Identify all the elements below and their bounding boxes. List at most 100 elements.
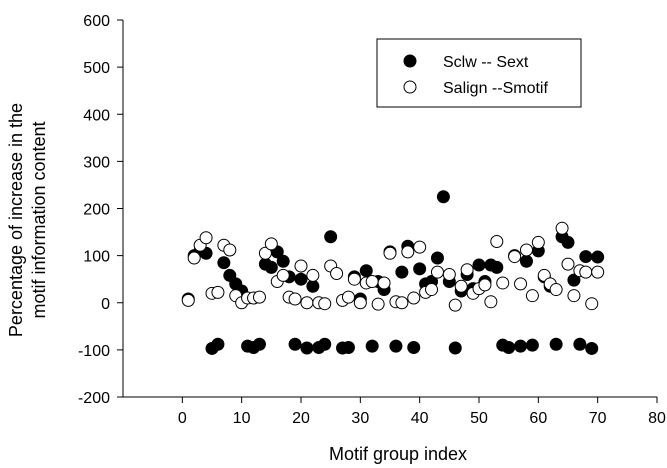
data-point-filled	[288, 337, 302, 351]
x-tick-label: 0	[178, 410, 187, 427]
data-point-filled	[525, 338, 539, 352]
y-tick-label: 400	[83, 107, 110, 124]
data-point-filled	[514, 339, 528, 353]
data-point-open	[591, 265, 605, 279]
y-tick-label: 300	[83, 154, 110, 171]
data-point-open	[365, 275, 379, 289]
x-tick-label: 50	[470, 410, 488, 427]
data-point-open	[401, 245, 415, 259]
axis-ticks: 0 10 20 30 40 50 60 70 80 -200 -100 0 100 200 300 400 50…	[78, 13, 666, 427]
data-point-filled	[430, 251, 444, 265]
data-point-filled	[217, 256, 231, 270]
data-point-open	[407, 291, 421, 305]
y-tick-label: 600	[83, 13, 110, 30]
x-tick-label: 30	[351, 410, 369, 427]
data-point-open	[377, 276, 391, 290]
data-point-open	[519, 243, 533, 257]
legend: Sclw -- Sext Salign --Smotif	[376, 38, 582, 108]
data-point-open	[454, 279, 468, 293]
data-point-open	[579, 265, 593, 279]
data-point-filled	[300, 341, 314, 355]
data-point-filled	[413, 262, 427, 276]
legend-box	[376, 38, 582, 108]
data-point-open	[288, 292, 302, 306]
y-tick-label: 100	[83, 249, 110, 266]
data-point-filled	[276, 254, 290, 268]
data-point-open	[514, 277, 528, 291]
data-point-open	[300, 296, 314, 310]
data-point-filled	[549, 337, 563, 351]
data-point-filled	[585, 341, 599, 355]
data-point-filled	[472, 258, 486, 272]
legend-marker-open-circle	[403, 80, 417, 94]
data-point-open	[223, 243, 237, 257]
data-point-filled	[407, 341, 421, 355]
y-tick-label: 200	[83, 202, 110, 219]
data-point-filled	[264, 260, 278, 274]
data-point-filled	[294, 272, 308, 286]
data-point-filled	[567, 273, 581, 287]
x-tick-label: 10	[233, 410, 251, 427]
data-points	[181, 190, 605, 355]
data-point-open	[561, 257, 575, 271]
data-point-open	[496, 276, 510, 290]
data-point-filled	[436, 190, 450, 204]
x-tick-label: 20	[292, 410, 310, 427]
data-point-filled	[365, 339, 379, 353]
data-point-open	[347, 272, 361, 286]
data-point-filled	[389, 339, 403, 353]
data-point-filled	[359, 264, 373, 278]
x-tick-label: 40	[411, 410, 429, 427]
data-point-filled	[502, 341, 516, 355]
data-point-filled	[519, 254, 533, 268]
legend-label-series-2: Salign --Smotif	[443, 80, 548, 97]
data-point-open	[442, 267, 456, 281]
data-point-open	[425, 283, 439, 297]
data-point-open	[508, 250, 522, 264]
data-point-filled	[448, 341, 462, 355]
x-tick-label: 80	[648, 410, 666, 427]
data-point-filled	[561, 235, 575, 249]
data-point-open	[252, 290, 266, 304]
data-point-open	[199, 231, 213, 245]
data-point-open	[448, 298, 462, 312]
data-point-open	[353, 296, 367, 310]
y-tick-label: 0	[101, 296, 110, 313]
data-point-filled	[490, 260, 504, 274]
y-axis-title-line-2: motif information content	[29, 121, 49, 318]
data-point-filled	[318, 337, 332, 351]
x-axis-title: Motif group index	[329, 444, 467, 464]
data-point-filled	[395, 265, 409, 279]
x-tick-label: 70	[589, 410, 607, 427]
data-point-open	[460, 263, 474, 277]
y-axis-title: Percentage of increase in the motif info…	[6, 103, 49, 337]
y-tick-label: -100	[78, 343, 110, 360]
data-point-open	[276, 268, 290, 282]
data-point-open	[306, 268, 320, 282]
data-point-filled	[324, 230, 338, 244]
data-point-open	[258, 246, 272, 260]
data-point-open	[318, 297, 332, 311]
data-point-filled	[306, 279, 320, 293]
y-tick-label: -200	[78, 390, 110, 407]
data-point-filled	[211, 337, 225, 351]
data-point-open	[341, 290, 355, 304]
data-point-filled	[252, 337, 266, 351]
data-point-open	[264, 237, 278, 251]
data-point-open	[395, 296, 409, 310]
data-point-open	[555, 221, 569, 235]
data-point-open	[525, 289, 539, 303]
data-point-filled	[591, 250, 605, 264]
data-point-open	[294, 259, 308, 273]
data-point-open	[484, 295, 498, 309]
data-point-open	[187, 251, 201, 265]
data-point-open	[371, 297, 385, 311]
data-point-open	[211, 285, 225, 299]
data-point-open	[430, 265, 444, 279]
y-axis-title-line-1: Percentage of increase in the	[6, 103, 26, 337]
data-point-open	[383, 246, 397, 260]
x-tick-label: 60	[529, 410, 547, 427]
data-point-open	[181, 293, 195, 307]
legend-label-series-1: Sclw -- Sext	[443, 54, 529, 71]
